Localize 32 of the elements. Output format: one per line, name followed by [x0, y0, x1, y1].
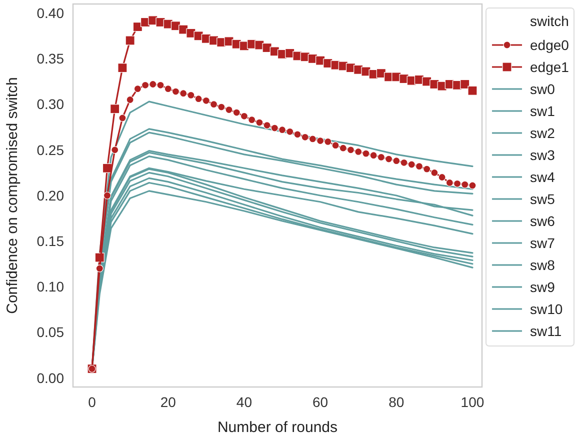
legend-label: sw9: [530, 278, 556, 295]
legend-title: switch: [530, 13, 569, 29]
y-tick-label: 0.20: [36, 187, 64, 204]
legend-label: sw0: [530, 80, 556, 97]
legend-label: sw3: [530, 146, 556, 163]
legend-label: sw2: [530, 124, 556, 141]
y-tick-label: 0.00: [36, 370, 64, 386]
y-tick-label: 0.15: [36, 232, 64, 249]
legend-label: edge0: [530, 36, 570, 53]
y-tick-label: 0.40: [36, 5, 64, 22]
legend-label: sw5: [530, 190, 556, 207]
x-tick-label: 100: [460, 394, 484, 410]
legend-label: sw4: [530, 168, 556, 185]
legend-label: sw11: [530, 322, 562, 339]
legend-label: sw8: [530, 256, 556, 273]
y-tick-label: 0.30: [36, 96, 64, 112]
x-tick-label: 80: [388, 394, 404, 410]
legend-label: sw1: [530, 102, 556, 119]
y-tick-label: 0.05: [36, 324, 64, 340]
y-tick-label: 0.25: [36, 142, 64, 158]
y-axis-title: Confidence on compromised switch: [4, 77, 21, 314]
x-tick-label: 0: [88, 394, 96, 410]
x-tick-label: 20: [160, 394, 176, 410]
legend-label: sw10: [530, 300, 563, 317]
y-tick-label: 0.10: [36, 278, 64, 295]
x-tick-label: 60: [312, 394, 328, 410]
y-tick-label: 0.35: [36, 50, 64, 67]
x-tick-label: 40: [236, 394, 252, 410]
legend-label: sw7: [530, 234, 556, 251]
legend-label: sw6: [530, 212, 556, 229]
legend-label: edge1: [530, 58, 570, 75]
x-axis-title: Number of rounds: [217, 419, 338, 436]
